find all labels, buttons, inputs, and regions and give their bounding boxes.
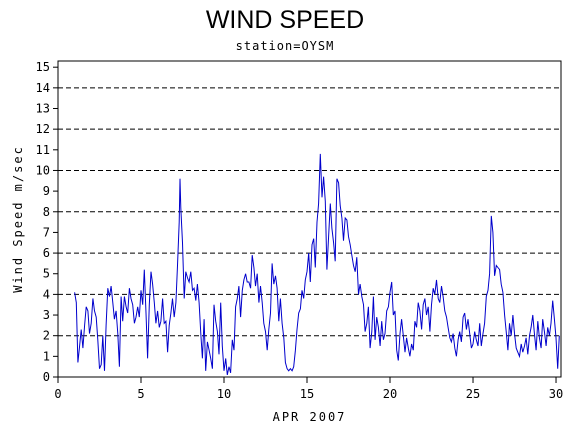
y-tick-label: 9 bbox=[43, 184, 50, 198]
y-axis-label: Wind Speed m/sec bbox=[11, 145, 25, 293]
y-tick-label: 12 bbox=[36, 122, 50, 136]
y-tick-label: 15 bbox=[36, 60, 50, 74]
plot-frame bbox=[57, 60, 562, 378]
y-tick-label: 13 bbox=[36, 102, 50, 116]
x-tick-label: 15 bbox=[300, 387, 314, 401]
x-tick-label: 10 bbox=[217, 387, 231, 401]
y-tick-label: 0 bbox=[43, 370, 50, 384]
y-tick-label: 1 bbox=[43, 349, 50, 363]
y-tick-label: 4 bbox=[43, 287, 50, 301]
gridlines bbox=[58, 87, 561, 337]
x-tick-label: 0 bbox=[54, 387, 61, 401]
chart-subtitle: station=OYSM bbox=[235, 39, 335, 53]
x-tick-label: 30 bbox=[549, 387, 563, 401]
y-tick-label: 10 bbox=[36, 163, 50, 177]
y-tick-label: 6 bbox=[43, 246, 50, 260]
chart-title: WIND SPEED bbox=[205, 6, 365, 34]
y-tick-label: 7 bbox=[43, 225, 50, 239]
y-tick-label: 2 bbox=[43, 329, 50, 343]
y-tick-label: 3 bbox=[43, 308, 50, 322]
x-tick-label: 5 bbox=[137, 387, 144, 401]
x-axis-label: APR 2007 bbox=[273, 410, 347, 424]
y-tick-label: 8 bbox=[43, 205, 50, 219]
x-tick-label: 25 bbox=[466, 387, 480, 401]
x-axis: 0 5 10 15 20 25 30 bbox=[54, 377, 563, 401]
wind-speed-line bbox=[74, 153, 560, 376]
y-tick-label: 5 bbox=[43, 267, 50, 281]
y-tick-label: 14 bbox=[36, 81, 50, 95]
x-tick-label: 20 bbox=[383, 387, 397, 401]
y-tick-label: 11 bbox=[36, 143, 50, 157]
